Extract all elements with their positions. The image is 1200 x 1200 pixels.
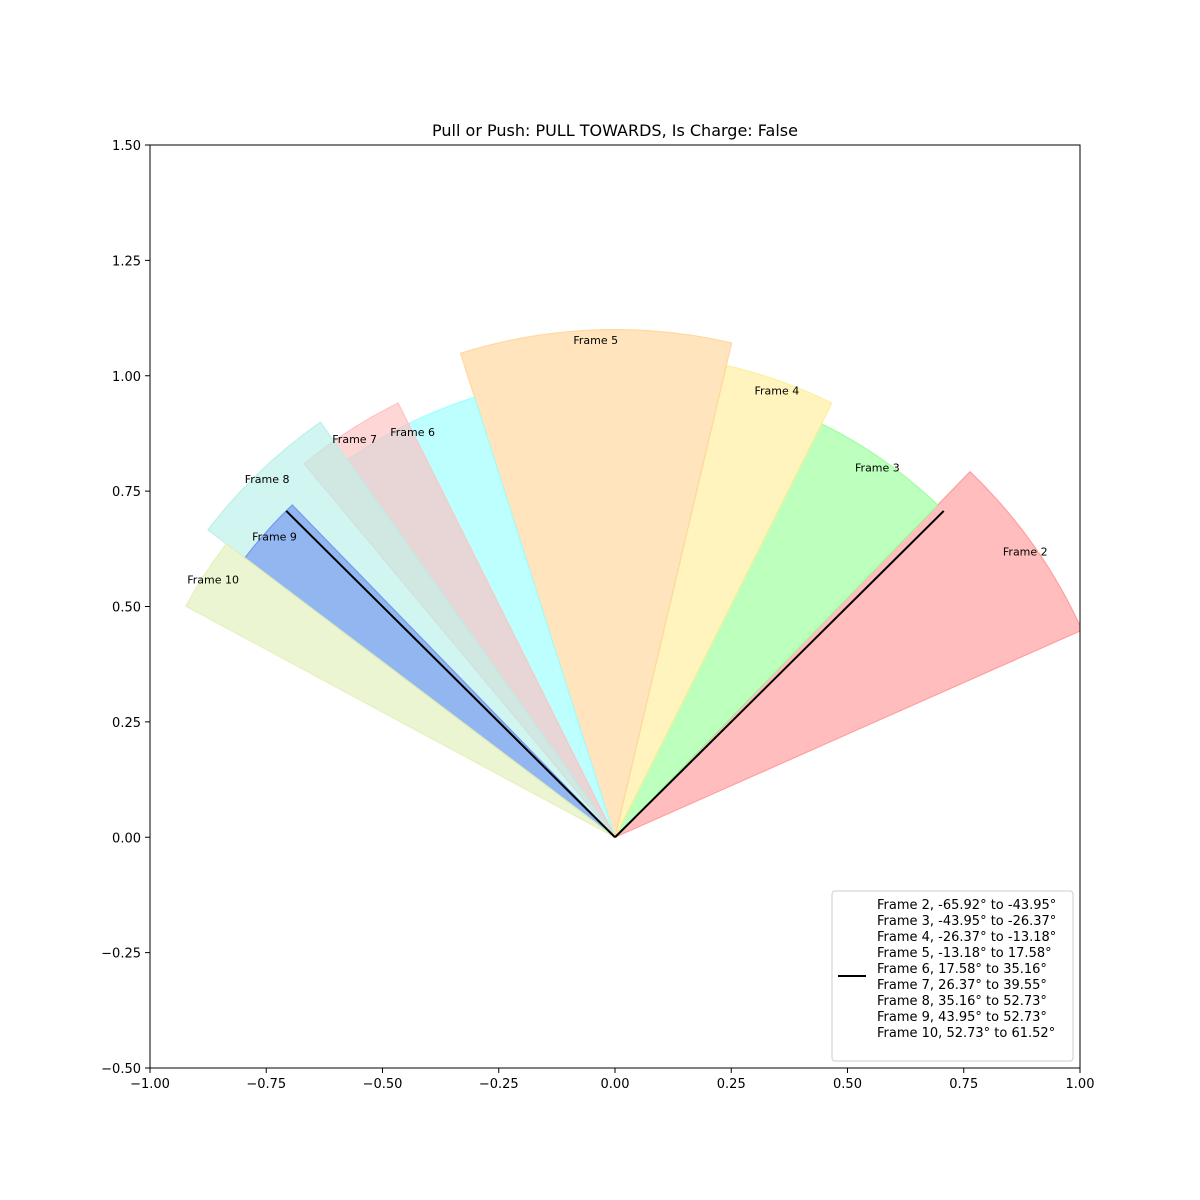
force-line-1 — [614, 510, 945, 838]
y-tick-label: 0.50 — [112, 601, 141, 616]
x-tick-label: 0.00 — [601, 1077, 630, 1092]
y-tick-label: 1.00 — [112, 370, 141, 385]
axes: −1.00 −0.75 −0.50 −0.25 0.00 0.25 0.50 0.75 1.00… — [101, 139, 1094, 1092]
y-tick-label: −0.50 — [101, 1062, 141, 1077]
legend-entry: Frame 2, -65.92° to -43.95° — [877, 898, 1056, 913]
sector-frame-5 — [459, 328, 733, 840]
sector-label: Frame 7 — [332, 433, 377, 446]
sector-label: Frame 8 — [245, 473, 290, 486]
x-tick-label: −0.75 — [246, 1077, 286, 1092]
x-tick-label: −1.00 — [130, 1077, 170, 1092]
legend-entry: Frame 5, -13.18° to 17.58° — [877, 946, 1052, 961]
y-tick-label: 0.75 — [112, 485, 141, 500]
force-line-2 — [285, 510, 616, 838]
legend-entry: Frame 3, -43.95° to -26.37° — [877, 914, 1056, 929]
legend-box — [831, 890, 1074, 1062]
y-tick-label: 1.25 — [112, 254, 141, 269]
sector-frame-2 — [614, 470, 1080, 838]
x-tick-label: 0.75 — [949, 1077, 978, 1092]
legend: Frame 2, -65.92° to -43.95°Frame 3, -43.… — [831, 890, 1074, 1062]
sector-frame-3 — [614, 422, 939, 838]
legend-entry: Frame 4, -26.37° to -13.18° — [877, 930, 1056, 945]
sector-label: Frame 4 — [754, 384, 799, 397]
sector-label: Frame 3 — [855, 462, 900, 475]
sector-label: Frame 9 — [252, 531, 297, 544]
legend-entry: Frame 7, 26.37° to 39.55° — [877, 978, 1047, 993]
sector-label: Frame 6 — [390, 426, 435, 439]
legend-entry: Frame 6, 17.58° to 35.16° — [877, 962, 1047, 977]
sector-frame-4 — [614, 364, 833, 838]
sector-frame-10 — [185, 542, 616, 838]
y-tick-label: 0.25 — [112, 716, 141, 731]
sector-frame-9 — [244, 504, 616, 838]
sector-label: Frame 10 — [187, 573, 239, 586]
x-tick-label: 0.25 — [717, 1077, 746, 1092]
sector-label: Frame 5 — [573, 334, 618, 347]
y-tick-label: −0.25 — [101, 947, 141, 962]
y-tick-label: 1.50 — [112, 139, 141, 154]
y-tick-label: 0.00 — [112, 831, 141, 846]
x-tick-label: −0.25 — [479, 1077, 519, 1092]
chart-title: Pull or Push: PULL TOWARDS, Is Charge: F… — [432, 121, 798, 140]
x-tick-label: 1.00 — [1066, 1077, 1095, 1092]
x-tick-label: −0.50 — [363, 1077, 403, 1092]
legend-entry: Frame 9, 43.95° to 52.73° — [877, 1010, 1047, 1025]
legend-entry: Frame 8, 35.16° to 52.73° — [877, 994, 1047, 1009]
legend-entry: Frame 10, 52.73° to 61.52° — [877, 1026, 1055, 1041]
x-tick-label: 0.50 — [833, 1077, 862, 1092]
plot-area: Frame 2 Frame 3 Frame 4 Frame 5 Frame 6 Frame… — [185, 328, 1080, 840]
sector-label: Frame 2 — [1003, 545, 1048, 558]
